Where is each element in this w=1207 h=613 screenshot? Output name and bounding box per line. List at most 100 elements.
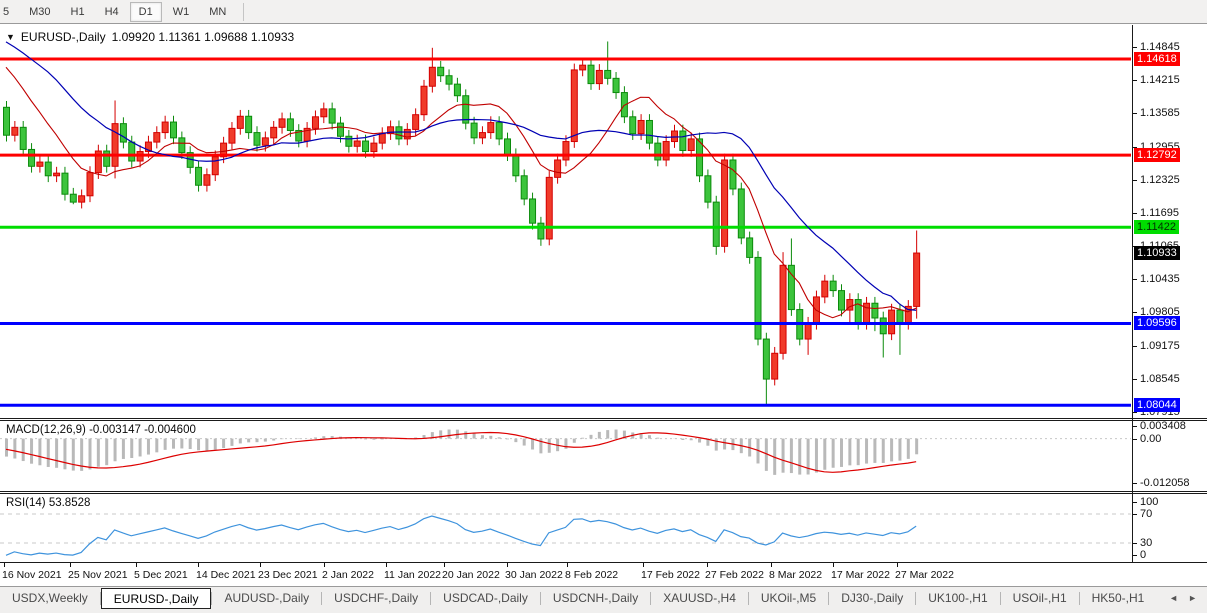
chart-tab-ukoil-m5[interactable]: UKOil-,M5 — [760, 590, 817, 605]
chart-tab-usoil-h1[interactable]: USOil-,H1 — [1012, 590, 1067, 605]
candlestick — [144, 141, 152, 153]
candlestick — [69, 193, 77, 203]
candlestick — [378, 133, 386, 144]
level-price-badge: 1.08044 — [1134, 398, 1180, 413]
price-tick-label: 1.11695 — [1140, 206, 1179, 219]
candlestick — [871, 302, 879, 319]
candlestick — [620, 92, 628, 118]
candlestick — [345, 135, 353, 147]
chart-tab-audusd-daily[interactable]: AUDUSD-,Daily — [224, 590, 310, 605]
date-label: 8 Feb 2022 — [565, 569, 619, 581]
candlestick — [913, 252, 921, 307]
date-tick — [444, 563, 445, 567]
tab-divider — [999, 591, 1001, 605]
candlestick — [829, 280, 837, 292]
candlestick — [128, 141, 136, 162]
chart-tab-eurusd-daily[interactable]: EURUSD-,Daily — [100, 587, 212, 609]
rsi-axis-label: 70 — [1140, 508, 1153, 520]
date-label: 27 Feb 2022 — [705, 569, 764, 581]
candlestick — [236, 115, 244, 129]
chart-tab-usdx-weekly[interactable]: USDX,Weekly — [12, 590, 88, 605]
time-axis[interactable]: 16 Nov 2021 25 Nov 2021 5 Dec 2021 14 Dec 2… — [0, 563, 1207, 586]
symbol-dropdown-icon[interactable]: ▼ — [6, 32, 15, 42]
chart-tab-usdcnh-daily[interactable]: USDCNH-,Daily — [552, 590, 639, 605]
price-axis-line — [1132, 25, 1133, 562]
date-label: 2 Jan 2022 — [322, 569, 374, 581]
candlestick — [295, 129, 303, 142]
candlestick — [838, 290, 845, 311]
candlestick — [896, 309, 904, 324]
candlestick — [729, 159, 737, 190]
chart-tab-uk100-h1[interactable]: UK100-,H1 — [928, 590, 988, 605]
candlestick — [529, 198, 537, 224]
axis-tick — [1133, 483, 1137, 484]
candlestick — [645, 119, 653, 144]
candlestick — [211, 156, 219, 176]
axis-tick — [1133, 514, 1137, 515]
price-chart-svg[interactable] — [0, 25, 1207, 586]
date-label: 23 Dec 2021 — [258, 569, 318, 581]
timeframe-button-h1[interactable]: H1 — [70, 5, 85, 18]
candlestick — [320, 108, 328, 118]
tab-divider — [747, 591, 749, 605]
tab-divider — [539, 591, 541, 605]
symbol-ohlc-values: 1.09920 1.11361 1.09688 1.10933 — [111, 30, 295, 44]
candlestick — [445, 75, 453, 85]
timeframe-button-d1[interactable]: D1 — [129, 1, 162, 22]
macd-indicator-label: MACD(12,26,9) -0.003147 -0.004600 — [6, 424, 196, 436]
candlestick — [762, 338, 770, 380]
pane-separator-main-macd[interactable] — [0, 418, 1207, 421]
candlestick — [554, 159, 562, 178]
level-price-badge: 1.11422 — [1134, 220, 1179, 235]
timeframe-button-5[interactable]: 5 — [3, 5, 10, 18]
date-label: 30 Jan 2022 — [505, 569, 563, 581]
toolbar-separator — [243, 2, 245, 21]
candlestick — [754, 256, 762, 340]
tab-scroll-left-icon[interactable]: ◄ — [1169, 593, 1179, 603]
candlestick — [353, 140, 361, 147]
tab-divider — [430, 591, 432, 605]
chart-tab-usdchf-daily[interactable]: USDCHF-,Daily — [334, 590, 419, 605]
candlestick — [278, 118, 286, 128]
candlestick — [629, 116, 637, 135]
candlestick — [545, 176, 553, 240]
price-tick-label: 1.12325 — [1140, 173, 1180, 186]
axis-tick — [1133, 312, 1137, 313]
tab-divider — [1078, 591, 1080, 605]
date-tick — [324, 563, 325, 567]
date-tick — [198, 563, 199, 567]
tab-scroll-right-icon[interactable]: ► — [1188, 593, 1197, 603]
candlestick — [637, 119, 645, 135]
timeframe-button-m30[interactable]: M30 — [29, 5, 51, 18]
timeframe-toolbar: 5 M30 H1 H4 D1 W1 MN — [0, 0, 1207, 24]
current-price-badge: 1.10933 — [1134, 246, 1180, 261]
candlestick — [462, 95, 470, 124]
chart-tab-hk50-h1[interactable]: HK50-,H1 — [1091, 590, 1145, 605]
chart-tab-xauusd-h4[interactable]: XAUUSD-,H4 — [663, 590, 736, 605]
pane-separator-macd-rsi[interactable] — [0, 491, 1207, 494]
date-tick — [386, 563, 387, 567]
candlestick — [437, 66, 445, 77]
candlestick — [512, 154, 520, 177]
candlestick — [520, 175, 528, 200]
rsi-axis-label: 30 — [1140, 537, 1153, 549]
date-label: 16 Nov 2021 — [2, 569, 62, 581]
chart-tab-dj30-daily[interactable]: DJ30-,Daily — [841, 590, 904, 605]
price-tick-label: 1.10435 — [1140, 273, 1180, 286]
candlestick — [286, 118, 294, 131]
indicator-line — [5, 515, 917, 556]
candlestick — [888, 309, 896, 335]
price-tick-label: 1.08545 — [1140, 372, 1180, 385]
candlestick — [787, 264, 795, 311]
chart-tab-usdcad-daily[interactable]: USDCAD-,Daily — [443, 590, 528, 605]
candlestick — [495, 122, 503, 140]
timeframe-button-h4[interactable]: H4 — [104, 5, 119, 18]
chart-canvas[interactable]: ▼ EURUSD-,Daily 1.09920 1.11361 1.09688 … — [0, 25, 1207, 586]
timeframe-button-mn[interactable]: MN — [209, 5, 227, 18]
level-price-badge: 1.09596 — [1134, 316, 1180, 331]
timeframe-button-w1[interactable]: W1 — [172, 5, 190, 18]
date-label: 27 Mar 2022 — [895, 569, 954, 581]
indicator-line — [5, 41, 917, 311]
macd-axis-label: 0.00 — [1140, 432, 1162, 445]
candlestick — [203, 174, 211, 186]
